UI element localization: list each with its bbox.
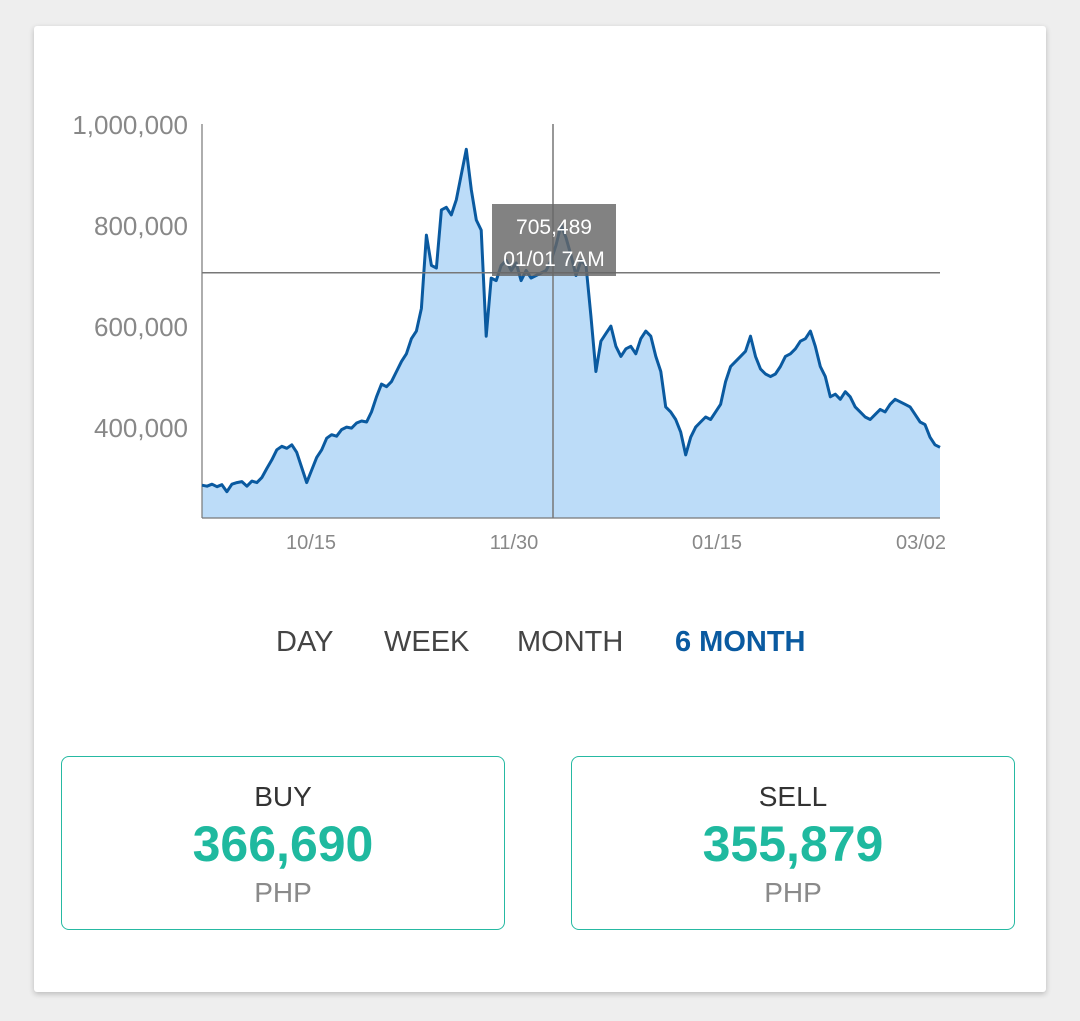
x-tick-label: 03/02 [896, 532, 946, 554]
buy-price: 366,690 [192, 816, 374, 872]
area-fill [202, 149, 940, 519]
range-tabs: DAY WEEK MONTH 6 MONTH [34, 626, 1046, 674]
tooltip-date: 01/01 7AM [503, 248, 605, 271]
buy-price-box[interactable]: BUY 366,690 PHP [61, 756, 505, 930]
tooltip-box [492, 204, 616, 276]
sell-price: 355,879 [702, 816, 884, 872]
sell-price-box[interactable]: SELL 355,879 PHP [571, 756, 1015, 930]
sell-currency: PHP [764, 877, 822, 908]
y-tick-label: 1,000,000 [72, 110, 188, 140]
tooltip-value: 705,489 [516, 216, 592, 239]
x-tick-label: 11/30 [490, 532, 539, 554]
price-chart[interactable]: 705,489 01/01 7AM 1,000,000 800,000 600,000… [34, 26, 1046, 586]
y-tick-label: 400,000 [94, 413, 188, 443]
tab-6-month[interactable]: 6 MONTH [675, 626, 806, 658]
sell-label: SELL [758, 781, 828, 812]
x-tick-label: 01/15 [692, 532, 742, 554]
x-tick-label: 10/15 [286, 532, 336, 554]
price-card: 705,489 01/01 7AM 1,000,000 800,000 600,000… [34, 26, 1046, 992]
y-tick-label: 600,000 [94, 312, 188, 342]
tab-day[interactable]: DAY [276, 626, 334, 658]
buy-currency: PHP [254, 877, 312, 908]
tab-month[interactable]: MONTH [517, 626, 624, 658]
y-tick-label: 800,000 [94, 211, 188, 241]
buy-label: BUY [254, 781, 312, 812]
tab-week[interactable]: WEEK [384, 626, 470, 658]
